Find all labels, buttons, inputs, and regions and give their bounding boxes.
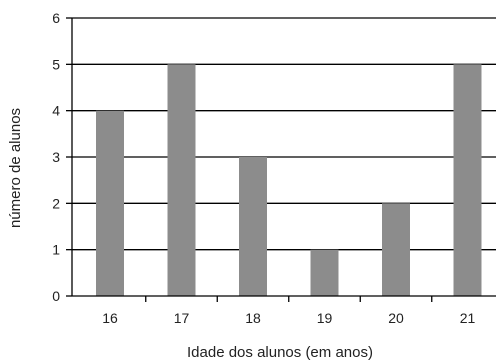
bar-17 (167, 64, 196, 296)
bar-18 (239, 157, 267, 296)
y-ticks: 0 1 2 3 4 5 6 (52, 10, 72, 304)
x-tick-label: 17 (174, 310, 190, 326)
bar-19 (310, 249, 339, 296)
bar-21 (453, 64, 482, 296)
y-axis-title: número de alunos (7, 108, 24, 228)
x-axis-title: Idade dos alunos (em anos) (187, 344, 373, 361)
y-tick-label: 4 (52, 103, 60, 119)
y-tick-label: 3 (52, 149, 60, 165)
bars (96, 64, 482, 297)
y-tick-label: 6 (52, 10, 60, 26)
x-tick-label: 18 (245, 310, 261, 326)
x-tick-label: 21 (460, 310, 476, 326)
gridlines (72, 17, 496, 251)
x-tick-label: 16 (102, 310, 118, 326)
y-tick-label: 1 (52, 242, 60, 258)
y-tick-label: 2 (52, 195, 60, 211)
y-tick-label: 5 (52, 56, 60, 72)
x-ticks: 16 17 18 19 20 21 (102, 296, 475, 326)
x-tick-label: 20 (388, 310, 404, 326)
bar-16 (96, 110, 124, 297)
y-tick-label: 0 (52, 288, 60, 304)
bar-20 (382, 203, 410, 296)
x-tick-label: 19 (317, 310, 333, 326)
